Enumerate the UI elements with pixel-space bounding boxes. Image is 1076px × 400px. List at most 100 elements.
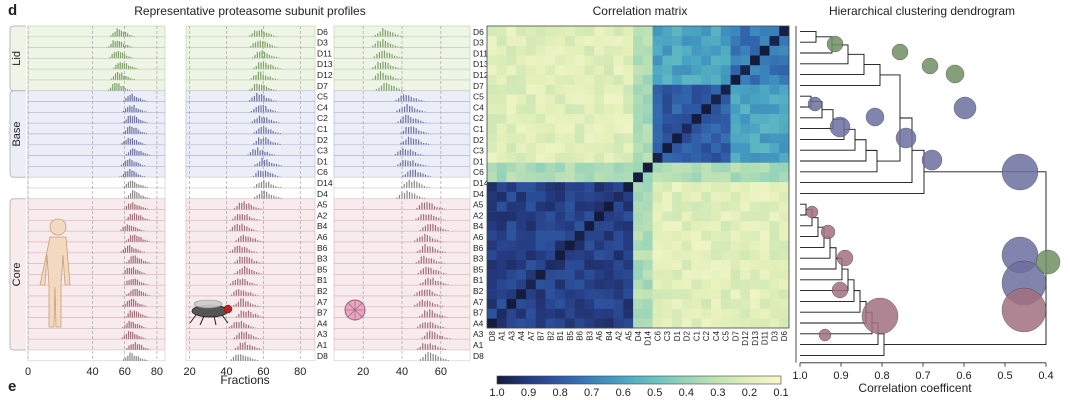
profile-bar [257, 147, 259, 156]
profile-row [185, 90, 316, 102]
profile-bar [251, 57, 254, 59]
profile-bar [257, 295, 259, 296]
profile-bar [381, 50, 383, 59]
matrix-cell [730, 298, 741, 309]
profile-bar [126, 89, 129, 91]
profile-bar [249, 35, 251, 37]
profile-bar [238, 289, 240, 296]
profile-bar [242, 298, 244, 307]
profile-bar [138, 335, 140, 340]
profile-bar [274, 111, 276, 113]
profile-row [27, 176, 166, 189]
matrix-cell [555, 84, 566, 95]
matrix-cell [691, 289, 702, 300]
profile-bar [258, 193, 261, 199]
profile-bar [417, 153, 419, 156]
matrix-cell [769, 220, 780, 231]
matrix-cell [691, 191, 702, 202]
matrix-cell [662, 84, 673, 95]
profile-bar [383, 82, 385, 91]
profile-bar [146, 240, 148, 242]
profile-bar [270, 129, 272, 134]
matrix-cell [720, 123, 731, 134]
profile-bar [270, 88, 272, 91]
matrix-cell [740, 45, 751, 56]
profile-bar [135, 214, 138, 221]
profile-bar [128, 300, 131, 307]
matrix-cell [584, 113, 595, 124]
matrix-cell [691, 220, 702, 231]
matrix-x-label: A1 [498, 330, 507, 340]
profile-bar [271, 45, 273, 48]
profile-bar [255, 261, 258, 264]
profile-bar [404, 174, 406, 178]
profile-bar [266, 42, 269, 48]
matrix-cell [496, 269, 507, 280]
profile-bar [262, 171, 264, 178]
matrix-cell [545, 201, 556, 212]
profile-bar [143, 260, 145, 264]
dendrogram-branch [800, 217, 819, 238]
matrix-cell [506, 123, 517, 134]
profile-bar [244, 278, 246, 286]
profile-bar [131, 138, 133, 145]
matrix-cell [701, 74, 712, 85]
profile-bar [118, 176, 121, 178]
profile-bar [260, 139, 262, 145]
profile-bar [424, 225, 426, 232]
matrix-cell [506, 211, 517, 222]
profile-row [185, 58, 316, 70]
profile-bar [148, 241, 151, 242]
profile-row [27, 166, 166, 178]
matrix-cell [711, 152, 722, 163]
profile-bar [131, 353, 133, 361]
matrix-cell [525, 94, 537, 105]
matrix-cell [555, 123, 566, 134]
matrix-cell [613, 133, 624, 144]
matrix-cell [506, 308, 517, 319]
core-subunit-structure-icon [831, 281, 849, 299]
profile-bar [429, 352, 432, 361]
matrix-cell [487, 103, 498, 114]
matrix-cell [506, 298, 517, 309]
profile-bar [231, 325, 233, 329]
profile-bar [114, 31, 116, 37]
matrix-cell [603, 250, 614, 261]
profile-bar [142, 292, 145, 296]
profile-bar [133, 212, 136, 221]
profile-bar [424, 165, 427, 167]
matrix-cell [535, 103, 546, 114]
matrix-cell [555, 308, 566, 319]
profile-bar [404, 160, 406, 167]
profile-bar [255, 327, 257, 329]
profile-bar [270, 99, 272, 102]
profile-tick-label: 60 [119, 366, 131, 378]
profile-bar [256, 347, 258, 350]
profile-bar [127, 195, 130, 199]
profile-bar [272, 173, 274, 178]
profile-bar [433, 259, 435, 264]
matrix-cell [594, 298, 605, 309]
matrix-cell [779, 26, 790, 37]
matrix-cell [516, 298, 527, 309]
profile-bar [272, 65, 274, 70]
matrix-cell [652, 279, 663, 290]
profile-bar [128, 267, 130, 275]
colorbar-tick-label: 0.4 [679, 387, 694, 399]
matrix-cell [564, 142, 575, 153]
profile-bar [243, 322, 245, 329]
profile-bar [418, 290, 421, 296]
profile-bar [127, 96, 129, 102]
matrix-cell [487, 64, 498, 76]
profile-bar [423, 143, 425, 145]
profile-bar [410, 96, 412, 102]
profile-bar [419, 249, 421, 253]
profile-bar [122, 31, 125, 37]
matrix-cell [681, 308, 692, 319]
matrix-cell [701, 113, 712, 124]
matrix-cell [603, 220, 614, 231]
profile-bar [121, 142, 123, 145]
matrix-cell [623, 113, 634, 124]
profile-bar [434, 225, 437, 232]
matrix-cell [701, 318, 712, 329]
